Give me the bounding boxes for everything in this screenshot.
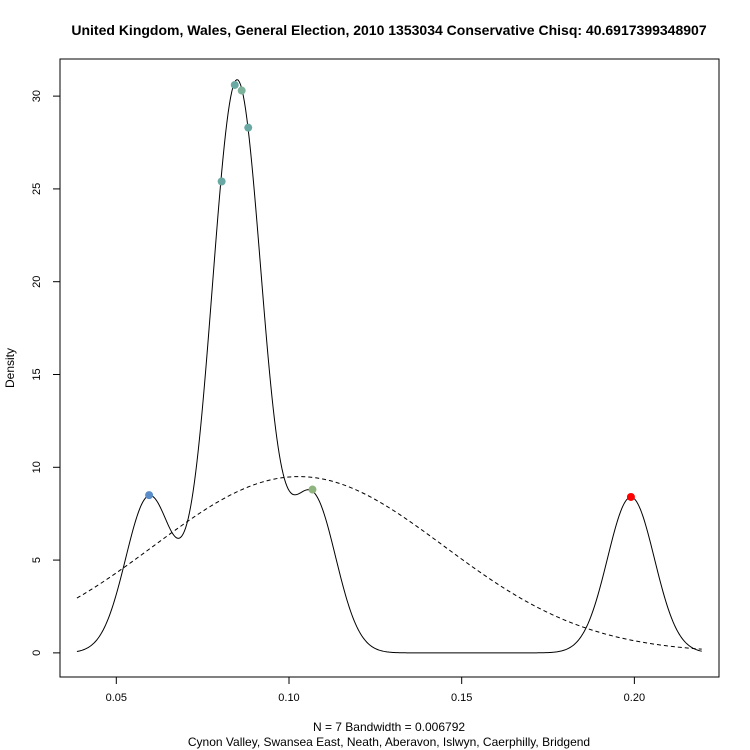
x-axis: 0.05 0.10 0.15 0.20 — [106, 676, 645, 704]
data-point — [237, 86, 246, 95]
data-point — [244, 123, 253, 132]
x-tick-label: 0.10 — [278, 692, 299, 704]
y-tick-label: 10 — [31, 461, 43, 473]
data-point — [626, 492, 635, 501]
y-tick-label: 15 — [31, 368, 43, 380]
x-tick-label: 0.15 — [451, 692, 472, 704]
y-axis-label: Density — [3, 348, 17, 388]
x-tick-label: 0.05 — [106, 692, 127, 704]
chart-title: United Kingdom, Wales, General Election,… — [71, 22, 706, 38]
data-point — [230, 80, 239, 89]
y-tick-label: 25 — [31, 183, 43, 195]
observation-points — [145, 80, 635, 501]
plot-frame — [59, 58, 720, 678]
normal-fit-curve — [76, 476, 702, 650]
y-tick-label: 0 — [31, 650, 43, 656]
kde-density-curve — [76, 79, 702, 654]
data-point — [217, 177, 226, 186]
y-tick-label: 30 — [31, 90, 43, 102]
data-point — [308, 485, 317, 494]
x-axis-label: N = 7 Bandwidth = 0.006792 — [313, 720, 465, 734]
data-point — [145, 491, 154, 500]
y-axis: 0 5 10 15 20 25 30 — [31, 90, 61, 656]
y-tick-label: 5 — [31, 557, 43, 563]
y-tick-label: 20 — [31, 276, 43, 288]
x-axis-sublabel: Cynon Valley, Swansea East, Neath, Abera… — [188, 735, 590, 749]
x-tick-label: 0.20 — [624, 692, 645, 704]
